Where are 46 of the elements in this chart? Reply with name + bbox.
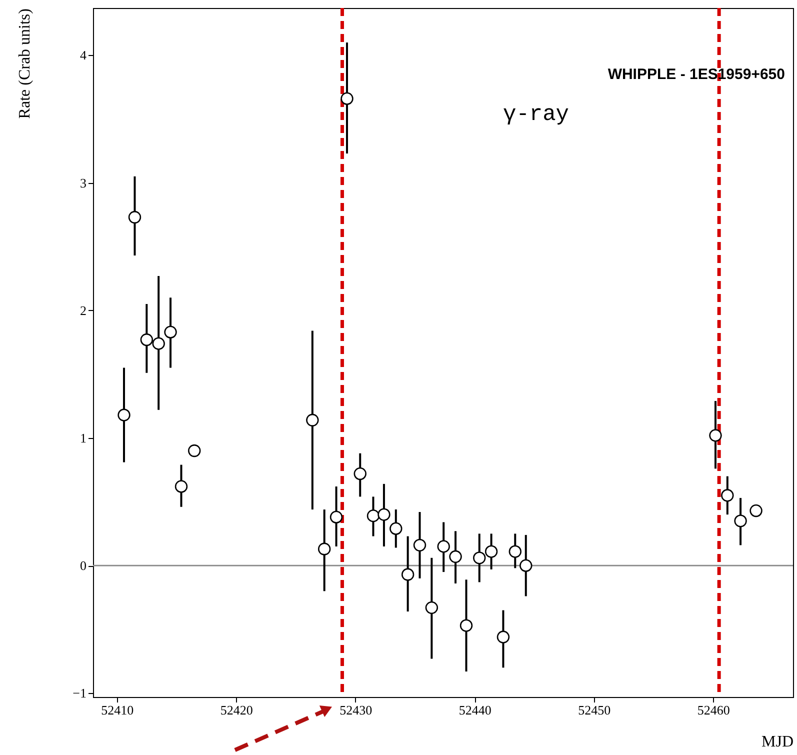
point [340,92,354,105]
point [750,504,762,518]
point [174,480,188,493]
point [520,559,532,572]
point [152,337,165,350]
point [128,210,142,224]
point [508,545,522,558]
y-tick-label: 3 [80,175,86,190]
point [413,538,426,552]
annotation: γ-ray [503,102,570,127]
point [330,510,343,524]
y-tick-label: 0 [80,558,86,574]
point [140,333,154,346]
point [401,568,414,581]
point [460,619,473,632]
y-tick-label: 1 [80,430,86,446]
point [378,508,390,521]
x-tick-label: 52420 [220,702,253,718]
point [449,550,462,563]
point [318,542,331,556]
y-axis-title: Rate (Crab units) [16,8,34,119]
x-axis-title: MJD [761,734,794,750]
x-tick-label: 52410 [101,702,134,718]
point [188,444,201,458]
x-tick-label: 52460 [697,702,730,718]
x-tick-label: 52450 [578,702,611,718]
point [354,467,366,480]
y-tick-label: 4 [80,48,87,63]
point [366,509,380,522]
x-tick-label: 52440 [458,702,492,718]
point [473,552,486,564]
point [437,540,450,553]
point [425,601,438,614]
point [721,489,734,502]
x-tick-label: 52430 [340,702,372,718]
point [496,630,510,644]
point [390,522,402,535]
text: WHIPPLE - 1ES1959+650 [608,66,785,83]
point [734,514,747,528]
point [306,414,319,426]
point [118,408,130,422]
point [164,326,177,338]
y-tick-label: −1 [72,686,86,701]
point [709,429,722,442]
y-tick-label: 2 [80,302,86,318]
point [484,545,498,558]
